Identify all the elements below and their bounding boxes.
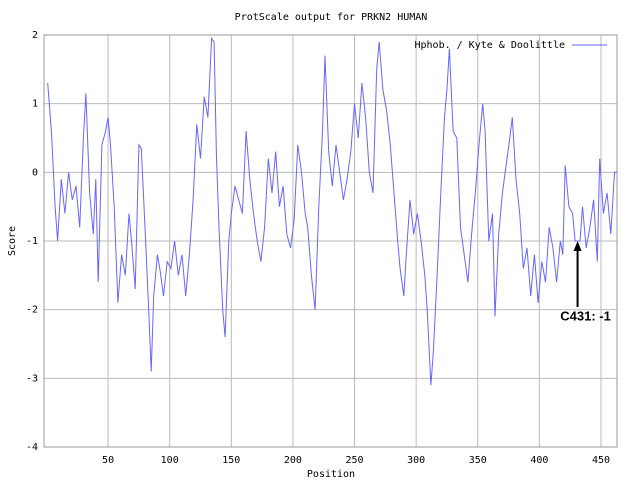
- plot-frame: [43, 34, 618, 448]
- x-tick-label: 300: [407, 455, 425, 466]
- x-tick-label: 450: [592, 455, 610, 466]
- y-axis-label: Score: [7, 226, 18, 256]
- x-tick-label: 350: [469, 455, 487, 466]
- x-tick-label: 50: [102, 455, 114, 466]
- x-tick-label: 200: [284, 455, 302, 466]
- y-tick-label: 1: [32, 99, 38, 110]
- y-tick-label: -2: [26, 305, 38, 316]
- x-tick-label: 100: [161, 455, 179, 466]
- chart-title: ProtScale output for PRKN2 HUMAN: [235, 12, 428, 23]
- annotation-arrowhead: [573, 241, 582, 251]
- legend-label: Hphob. / Kyte & Doolittle: [414, 40, 565, 51]
- annotation-label: C431: -1: [560, 308, 611, 323]
- y-tick-label: -3: [26, 373, 38, 384]
- x-axis-label: Position: [307, 469, 355, 480]
- y-tick-label: -1: [26, 236, 38, 247]
- x-tick-label: 150: [222, 455, 240, 466]
- x-tick-label: 400: [530, 455, 548, 466]
- y-tick-label: -4: [26, 442, 38, 453]
- y-tick-label: 2: [32, 30, 38, 41]
- x-tick-label: 250: [345, 455, 363, 466]
- y-tick-label: 0: [32, 167, 38, 178]
- data-line: [47, 36, 617, 386]
